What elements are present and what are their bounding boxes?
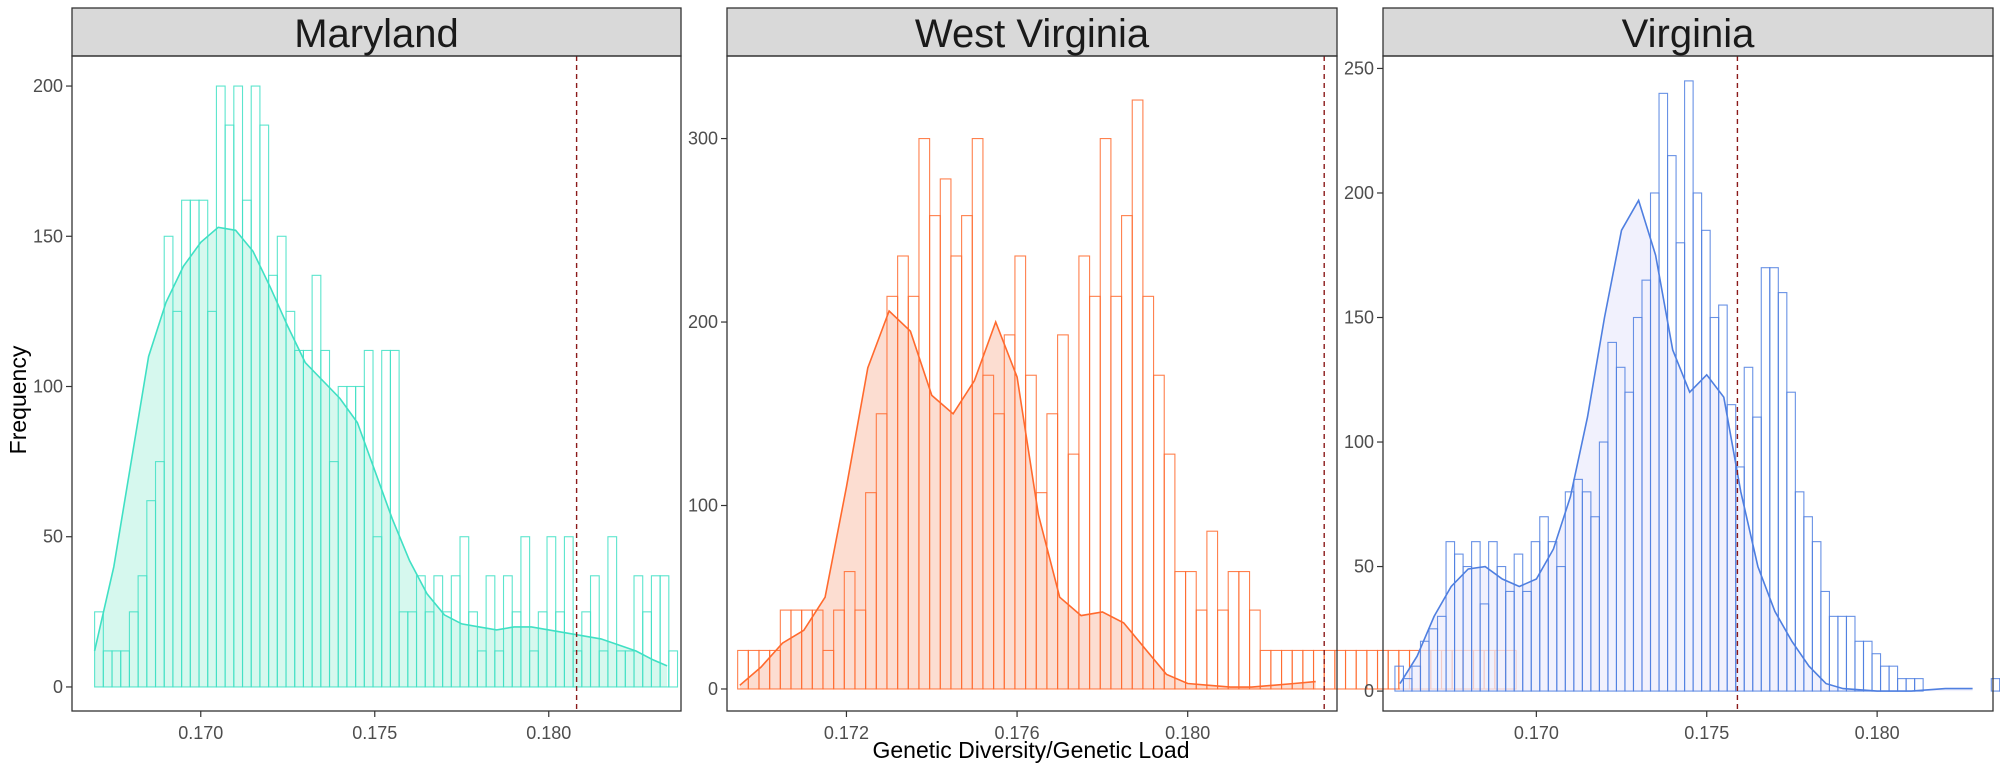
y-tick-label: 100 [688,496,718,516]
y-tick-label: 0 [708,679,718,699]
histogram-bar [1099,138,1112,690]
panel-border [1382,55,1994,712]
y-tick-label: 0 [53,677,63,697]
histogram-bar [589,575,600,688]
y-tick-label: 200 [1344,183,1374,203]
facet-title: Virginia [1622,12,1755,56]
facet-strip [71,7,682,57]
histogram-bar [563,536,574,688]
y-tick-label: 300 [688,129,718,149]
x-tick-label: 0.170 [1514,723,1559,743]
histogram-bar [1163,453,1176,690]
histogram-bar [1121,215,1133,690]
histogram-bar [1871,653,1882,692]
panel-west-virginia: West Virginia 0 100 200 300 0.172 0.176 0.180 [688,7,1517,743]
histogram-bar [468,611,478,688]
y-tick-label: 100 [33,377,63,397]
histogram-bar [1820,590,1830,692]
histogram-bar [1897,678,1907,692]
histogram-bar [1131,99,1144,690]
density-area [1400,200,1973,692]
histogram-bar [1914,678,1924,692]
histogram-bar [363,349,374,688]
histogram-bar [389,349,400,688]
histogram-bar [1862,640,1873,692]
histogram-bar [1323,649,1336,690]
y-tick-label: 150 [1344,308,1374,328]
histogram-bar [485,575,496,688]
density-line [739,309,1316,688]
y-tick-label: 200 [688,312,718,332]
histogram-bar [668,650,679,688]
histogram-bar [1879,665,1890,692]
density-area [739,311,1316,689]
histogram-bar [1837,615,1848,692]
x-tick-label: 0.176 [995,723,1040,743]
histogram-bar [1142,295,1155,690]
histogram-bar [1387,649,1400,690]
y-tick-label: 0 [1364,681,1374,701]
histogram-bar [1185,571,1197,690]
histogram-bar [1238,571,1251,690]
histogram-bar [1905,678,1916,692]
histogram-bar [1344,649,1357,690]
histogram-bar [1249,609,1261,690]
x-tick-label: 0.172 [824,723,869,743]
y-tick-label: 100 [1344,432,1374,452]
facet-title: West Virginia [915,12,1150,56]
histogram-bar [1854,640,1865,692]
y-tick-label: 50 [1354,557,1374,577]
panel-maryland: Maryland 0 50 100 150 200 0.170 0.175 0.180 [33,7,682,743]
histogram-bar [1845,615,1856,692]
density-area [94,227,668,688]
x-tick-label: 0.180 [1165,723,1210,743]
histogram-bar [520,536,531,688]
panel-border [726,55,1338,712]
histogram-bar [1217,609,1229,690]
y-axis-title: Frequency [5,345,31,454]
x-axis-title: Genetic Diversity/Genetic Load [872,737,1189,763]
y-tick-label: 50 [43,527,63,547]
histogram-bar [1195,609,1208,690]
density-line [1399,198,1973,692]
histogram-bar [1270,649,1283,690]
y-tick-label: 150 [33,226,63,246]
x-tick-label: 0.170 [178,723,223,743]
facet-strip [1382,7,1994,57]
histogram-bar [1828,615,1839,692]
histogram-bar [1206,530,1219,690]
histogram-bar [1153,374,1165,690]
x-tick-label: 0.175 [352,723,397,743]
histogram-bar [1259,649,1272,690]
density-line [93,226,668,667]
histogram-bar [1227,571,1240,690]
panel-border [71,55,682,712]
histogram-bar [659,575,670,688]
x-tick-label: 0.180 [1855,723,1900,743]
histogram-bar [607,536,618,688]
y-tick-label: 200 [33,76,63,96]
facet-strip [726,7,1338,57]
histogram-bar [1811,541,1822,692]
y-tick-label: 250 [1344,58,1374,78]
x-tick-label: 0.180 [526,723,571,743]
facet-title: Maryland [294,12,459,56]
x-tick-label: 0.175 [1684,723,1729,743]
histogram-bar [1888,665,1899,692]
panel-virginia: Virginia 0 50 100 150 200 250 0.170 0.175 0.180 [1344,7,2000,743]
histogram-bar [1174,571,1187,690]
